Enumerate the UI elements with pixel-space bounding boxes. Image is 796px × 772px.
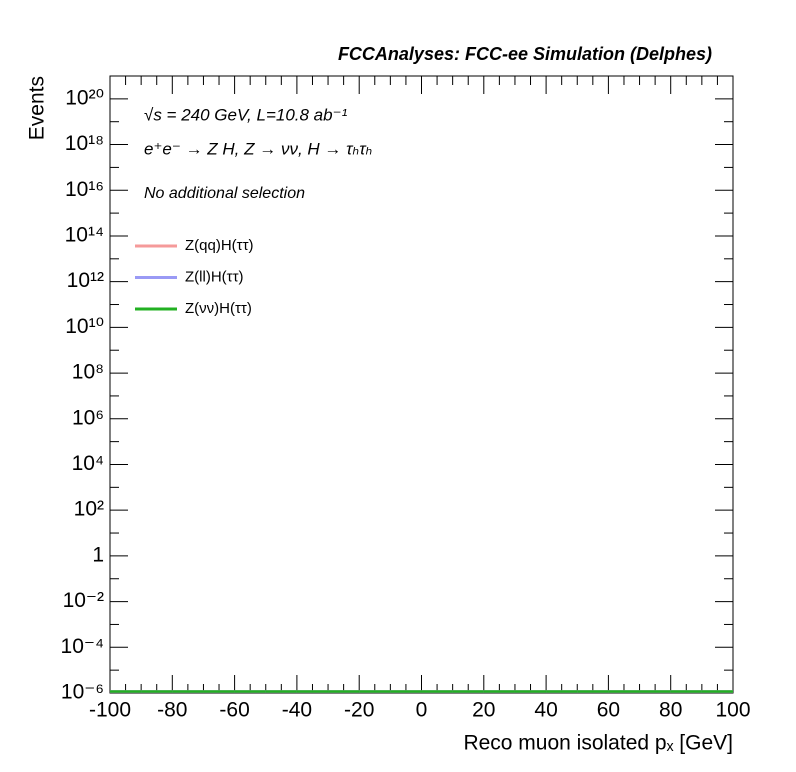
y-tick-label: 10¹⁸ bbox=[65, 132, 104, 155]
x-tick-label: 0 bbox=[416, 699, 428, 722]
y-tick-label: 10¹⁴ bbox=[65, 224, 104, 247]
x-tick-label: 80 bbox=[659, 699, 682, 722]
y-tick-label: 10¹⁰ bbox=[65, 315, 104, 338]
x-tick-label: -20 bbox=[344, 699, 374, 722]
y-tick-label: 10⁴ bbox=[72, 452, 104, 475]
x-axis-title: Reco muon isolated pₓ [GeV] bbox=[463, 732, 733, 755]
x-tick-label: -80 bbox=[157, 699, 187, 722]
x-tick-label: 20 bbox=[472, 699, 495, 722]
y-tick-label: 10⁻² bbox=[63, 589, 104, 612]
y-tick-label: 10⁶ bbox=[72, 406, 104, 429]
y-tick-label: 10² bbox=[74, 498, 104, 521]
legend-label: Z(ll)H(ττ) bbox=[185, 268, 244, 285]
y-tick-label: 10¹² bbox=[67, 269, 104, 292]
legend-label: Z(νν)H(ττ) bbox=[185, 300, 252, 317]
plot-frame bbox=[109, 75, 734, 694]
x-tick-label: -60 bbox=[219, 699, 249, 722]
legend-label: Z(qq)H(ττ) bbox=[185, 237, 254, 254]
annotation: √s = 240 GeV, L=10.8 ab⁻¹ bbox=[144, 105, 348, 124]
y-tick-label: 10²⁰ bbox=[65, 86, 104, 109]
y-tick-label: 10⁸ bbox=[72, 361, 104, 384]
annotation: e⁺e⁻ → Z H, Z → νν, H → τₕτₕ bbox=[144, 139, 372, 158]
x-tick-label: -40 bbox=[282, 699, 312, 722]
x-tick-label: 100 bbox=[715, 699, 750, 722]
x-tick-label: -100 bbox=[89, 699, 131, 722]
annotation: No additional selection bbox=[144, 185, 305, 202]
y-tick-label: 10¹⁶ bbox=[65, 178, 104, 201]
y-tick-label: 10⁻⁴ bbox=[61, 635, 104, 658]
x-tick-label: 40 bbox=[534, 699, 557, 722]
y-tick-label: 10⁻⁶ bbox=[61, 681, 104, 704]
x-tick-label: 60 bbox=[597, 699, 620, 722]
header: FCCAnalyses: FCC-ee Simulation (Delphes) bbox=[338, 44, 712, 64]
y-tick-label: 1 bbox=[92, 543, 104, 566]
y-axis-title: Events bbox=[26, 76, 49, 140]
